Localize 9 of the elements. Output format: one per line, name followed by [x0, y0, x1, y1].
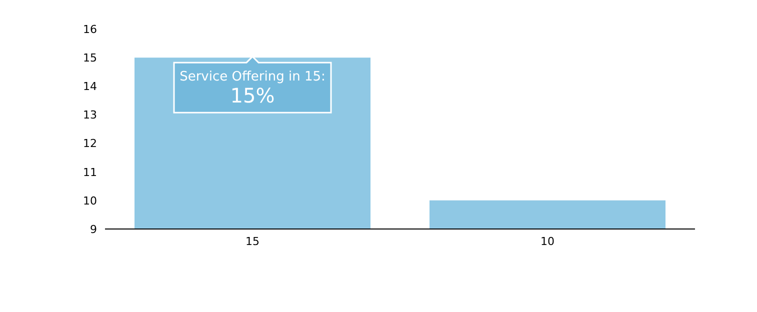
annotation: Service Offering in 15: 15%	[180, 70, 326, 108]
y-tick-label: 16	[83, 22, 97, 36]
y-tick-label: 13	[83, 108, 97, 122]
y-tick-label: 12	[83, 137, 97, 150]
y-tick-label: 11	[83, 166, 97, 179]
y-tick-label: 14	[83, 80, 97, 94]
y-tick-label: 15	[83, 51, 97, 64]
y-tick-label: 10	[83, 194, 97, 208]
y-tick-label: 9	[90, 222, 97, 236]
